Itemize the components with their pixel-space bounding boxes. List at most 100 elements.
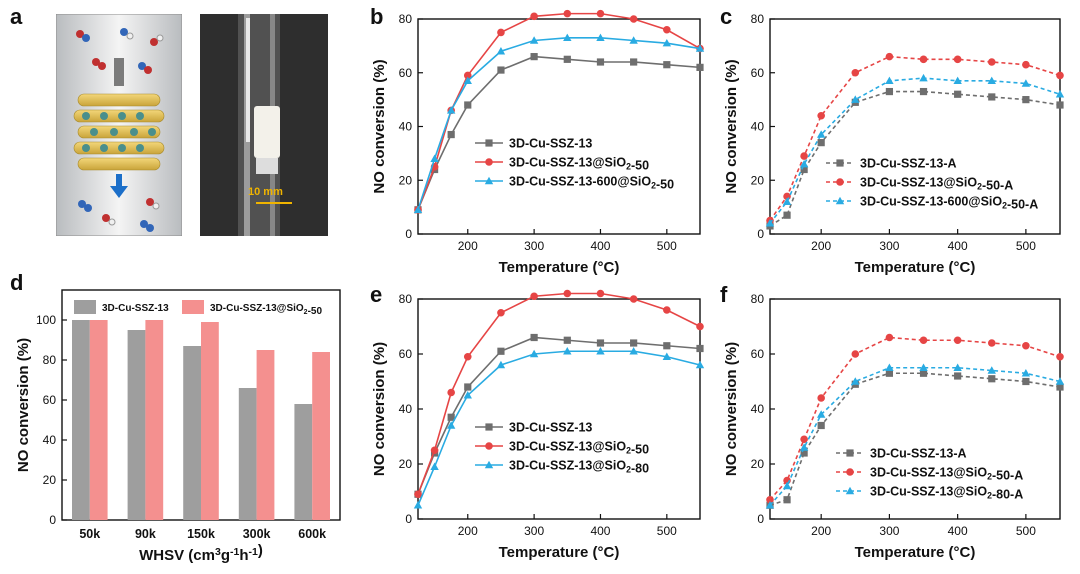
series-line [769, 336, 1061, 501]
gas-molecules [76, 28, 164, 232]
y-tick-label: 40 [751, 402, 765, 416]
data-point [497, 66, 505, 74]
data-point [800, 449, 808, 457]
legend-label: 3D-Cu-SSZ-13@SiO2-50 [210, 303, 322, 317]
data-point [695, 44, 705, 52]
data-point [817, 111, 825, 120]
chart-e: 200 300 400 500 0 20 40 60 80 Temperature (°C) NO … [371, 289, 705, 561]
data-point [447, 388, 455, 397]
legend-marker [846, 449, 854, 457]
data-point [563, 347, 572, 355]
bar [127, 330, 146, 520]
legend-label: 3D-Cu-SSZ-13 [509, 421, 592, 435]
data-point [464, 101, 472, 109]
data-point [530, 292, 538, 301]
y-tick-label: 60 [751, 347, 765, 361]
data-point [1022, 96, 1030, 104]
catalyst-monolith [254, 106, 280, 158]
data-point [529, 36, 539, 44]
y-tick-label: 40 [43, 433, 57, 447]
data-point [816, 410, 826, 418]
y-tick-label: 80 [399, 292, 413, 306]
data-point [414, 490, 422, 499]
x-tick-label: 400 [590, 524, 610, 538]
legend-entry: 3D-Cu-SSZ-13 [475, 421, 592, 435]
legend-label: 3D-Cu-SSZ-13@SiO2-80-A [870, 485, 1023, 502]
data-point [783, 211, 791, 219]
x-tick-label: 200 [811, 239, 831, 253]
data-point [817, 421, 825, 430]
legend-label: 3D-Cu-SSZ-13 [102, 303, 169, 314]
data-point [563, 289, 572, 298]
data-point [987, 58, 996, 66]
y-axis-label: NO conversion (%) [371, 342, 388, 476]
data-point [782, 197, 792, 205]
x-tick-label: 200 [458, 239, 478, 253]
data-point [953, 363, 962, 371]
data-point [885, 363, 894, 371]
data-point [800, 165, 808, 174]
plot-frame [417, 18, 701, 235]
x-tick-label: 600k [298, 527, 326, 541]
data-point [954, 90, 962, 98]
data-point [629, 15, 638, 23]
bar [72, 320, 90, 520]
y-tick-label: 80 [751, 292, 765, 306]
y-tick-label: 20 [399, 173, 413, 187]
x-axis-label: WHSV (cm3g-1h-1) [139, 542, 263, 564]
data-point [563, 55, 571, 63]
data-point [447, 130, 455, 139]
data-point [596, 347, 605, 355]
chart-f: 200 300 400 500 0 20 40 60 80 Temperature (°C) NO … [723, 292, 1065, 561]
data-point [851, 377, 860, 385]
x-tick-label: 300 [524, 524, 544, 538]
y-tick-label: 80 [43, 353, 57, 367]
x-tick-label: 300k [243, 527, 271, 541]
data-point [782, 481, 792, 490]
data-point [1056, 71, 1064, 80]
x-tick-label: 300 [879, 239, 899, 253]
y-tick-label: 60 [399, 347, 413, 361]
y-tick-label: 20 [751, 457, 765, 471]
data-point [783, 496, 791, 504]
data-point [919, 336, 928, 345]
y-axis-label: NO conversion (%) [15, 338, 32, 472]
y-tick-label: 20 [751, 173, 765, 187]
data-point [987, 76, 996, 85]
x-tick-label: 400 [590, 239, 610, 253]
data-point [563, 336, 571, 344]
legend-marker [485, 423, 493, 431]
legend-label: 3D-Cu-SSZ-13-600@SiO2-50 [509, 175, 674, 192]
data-point [529, 349, 539, 358]
monolith-schematic [56, 14, 182, 236]
data-point [662, 352, 672, 360]
data-point [630, 339, 638, 347]
data-point [463, 71, 472, 80]
legend-entry: 3D-Cu-SSZ-13-A [826, 157, 957, 171]
data-point [816, 130, 826, 138]
y-tick-label: 0 [757, 512, 764, 526]
data-point [1021, 369, 1031, 377]
bar [201, 322, 219, 520]
data-point [463, 391, 472, 399]
panel-label-e: e [370, 282, 383, 307]
legend-entry: 3D-Cu-SSZ-13@SiO2-50-A [836, 466, 1023, 483]
data-point [919, 55, 928, 64]
data-point [851, 68, 860, 77]
bar [312, 352, 330, 520]
y-tick-label: 20 [399, 457, 413, 471]
data-point [817, 139, 825, 147]
data-point [446, 106, 456, 114]
x-tick-label: 200 [811, 524, 831, 538]
legend-marker [485, 158, 493, 166]
x-tick-label: 150k [187, 527, 215, 541]
data-point [447, 413, 455, 421]
panel-label-b: b [370, 4, 384, 29]
chart-c: 200 300 400 500 0 20 40 60 80 Temperature (°C) NO … [723, 12, 1065, 276]
data-point [662, 38, 672, 47]
data-point [663, 306, 671, 314]
legend-swatch [74, 300, 96, 314]
data-point [1056, 352, 1064, 361]
x-tick-label: 300 [524, 239, 544, 253]
data-point [596, 339, 605, 347]
